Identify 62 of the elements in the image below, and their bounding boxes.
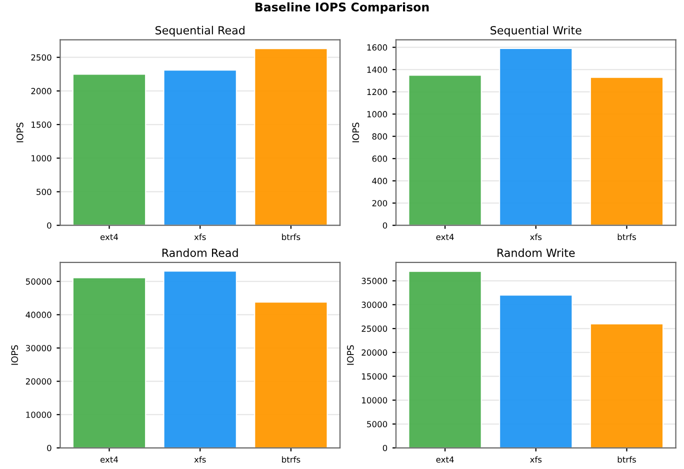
x-tick-label: btrfs xyxy=(282,456,300,463)
x-tick-label: ext4 xyxy=(100,234,118,240)
y-tick-label: 0 xyxy=(382,222,388,229)
y-tick-label: 2000 xyxy=(31,88,52,94)
x-tick-label: btrfs xyxy=(618,456,636,463)
x-tick-label: xfs xyxy=(194,234,206,240)
bar xyxy=(163,70,237,226)
x-tick-label: xfs xyxy=(530,456,542,463)
y-tick-label: 1400 xyxy=(367,66,388,73)
y-tick-label: 15000 xyxy=(362,373,388,380)
y-tick-label: 1500 xyxy=(32,122,52,128)
y-tick-label: 2500 xyxy=(31,54,52,61)
y-tick-label: 30000 xyxy=(362,302,388,308)
x-tick-label: xfs xyxy=(194,456,206,463)
bar xyxy=(498,294,573,448)
y-tick-label: 20000 xyxy=(362,349,388,356)
y-tick-label: 200 xyxy=(372,200,388,206)
y-tick-label: 800 xyxy=(372,133,388,140)
y-axis-title: IOPS xyxy=(352,122,360,142)
bar xyxy=(72,277,146,448)
y-tick-label: 0 xyxy=(47,222,52,229)
y-tick-label: 5000 xyxy=(367,421,388,428)
y-tick-label: 400 xyxy=(372,178,388,184)
x-tick-label: btrfs xyxy=(618,234,636,240)
x-tick-label: ext4 xyxy=(436,456,454,463)
chart-title: Random Write xyxy=(498,248,575,258)
y-tick-label: 30000 xyxy=(26,344,52,352)
x-tick-label: xfs xyxy=(530,234,542,240)
chart-title: Sequential Read xyxy=(156,26,244,37)
bar xyxy=(408,270,482,448)
y-tick-label: 10000 xyxy=(362,397,388,404)
y-axis-title: IOPS xyxy=(11,345,18,365)
bar xyxy=(408,74,482,226)
y-tick-label: 600 xyxy=(372,156,388,162)
y-tick-label: 0 xyxy=(47,444,52,452)
bar xyxy=(72,74,146,226)
y-axis-title: IOPS xyxy=(16,122,24,142)
y-tick-label: 25000 xyxy=(362,326,388,332)
chart-title: Sequential Write xyxy=(490,26,582,37)
y-tick-label: 50000 xyxy=(26,278,52,285)
y-tick-label: 1200 xyxy=(367,88,388,96)
y-tick-label: 500 xyxy=(36,188,52,196)
bar xyxy=(498,48,573,226)
x-tick-label: ext4 xyxy=(100,456,118,463)
text: Baseline IOPS Comparison xyxy=(255,2,429,14)
bar xyxy=(254,48,328,226)
bar xyxy=(590,323,664,448)
bar xyxy=(590,76,664,226)
x-tick-label: btrfs xyxy=(282,234,300,240)
bar xyxy=(163,270,237,448)
y-tick-label: 1000 xyxy=(367,111,388,118)
bar xyxy=(254,301,328,448)
chart-title: Random Read xyxy=(162,248,238,258)
y-tick-label: 1000 xyxy=(32,155,52,162)
x-tick-label: ext4 xyxy=(436,234,454,240)
y-tick-label: 35000 xyxy=(362,278,388,284)
y-tick-label: 20000 xyxy=(26,378,52,385)
y-tick-label: 1600 xyxy=(367,44,388,51)
y-axis-title: IOPS xyxy=(346,345,354,365)
y-tick-label: 0 xyxy=(382,444,388,452)
y-tick-label: 10000 xyxy=(26,412,52,418)
y-tick-label: 40000 xyxy=(26,312,52,318)
